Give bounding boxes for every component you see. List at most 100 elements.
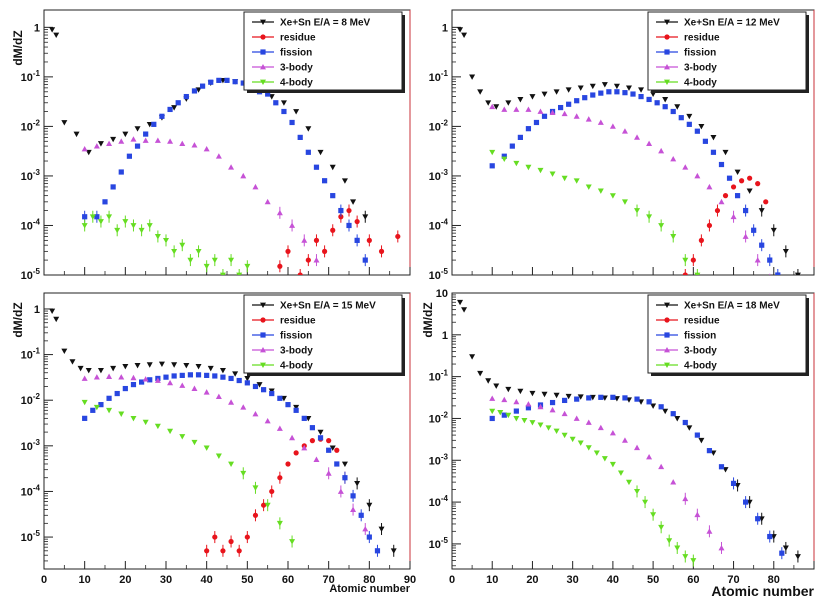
data-point: [118, 374, 125, 380]
data-point: [565, 393, 572, 400]
data-point: [350, 493, 356, 499]
data-point: [682, 257, 689, 264]
data-point: [589, 83, 596, 90]
data-point: [501, 396, 508, 403]
data-point: [342, 475, 348, 481]
data-point: [537, 108, 544, 114]
data-point: [276, 209, 283, 216]
legend-marker: [260, 332, 266, 338]
chart-panel-top-right: 1 10-1 10-2 10-3 10-4 10-5 Xe+Sn E/A = 12 MeV r…: [429, 9, 815, 282]
data-point: [309, 425, 315, 431]
data-point: [614, 89, 620, 95]
data-point: [646, 453, 653, 460]
data-point: [755, 181, 761, 187]
data-point: [81, 375, 88, 381]
data-point: [154, 137, 161, 143]
data-point: [179, 434, 186, 440]
data-point: [130, 374, 137, 381]
data-point: [650, 403, 657, 409]
data-point: [244, 263, 251, 270]
data-point: [130, 415, 137, 422]
data-point: [541, 91, 548, 98]
data-point: [395, 233, 401, 240]
data-point: [742, 233, 749, 239]
data-point: [301, 415, 307, 421]
data-point: [617, 470, 624, 476]
data-point: [309, 438, 315, 444]
data-point: [142, 376, 149, 382]
data-point: [670, 155, 677, 162]
legend-marker: [664, 79, 670, 85]
data-point: [341, 461, 348, 467]
data-point: [457, 27, 464, 33]
data-point: [734, 193, 741, 199]
data-point: [477, 370, 484, 377]
data-point: [461, 307, 468, 313]
data-point: [81, 145, 88, 152]
data-marks: [49, 27, 401, 275]
data-point: [690, 558, 697, 564]
legend-entry: 3-body: [684, 63, 717, 74]
data-point: [730, 184, 737, 190]
data-point: [489, 395, 496, 401]
data-point: [521, 417, 528, 424]
y-tick-label: 10-4: [21, 217, 41, 232]
data-point: [678, 115, 684, 121]
data-point: [638, 93, 644, 100]
data-point: [273, 100, 279, 106]
x-tick-label: 40: [201, 574, 213, 586]
data-point: [204, 372, 210, 378]
series-residue: [682, 175, 769, 275]
data-point: [537, 403, 544, 410]
data-point: [244, 534, 250, 540]
data-point: [154, 423, 161, 430]
y-tick-label: 10-3: [21, 438, 41, 453]
data-point: [313, 237, 320, 243]
data-point: [122, 219, 129, 225]
data-point: [782, 248, 789, 255]
data-point: [167, 106, 173, 113]
x-tick-label: 60: [687, 574, 699, 586]
data-point: [537, 167, 544, 174]
y-tick-label: 1: [442, 22, 448, 34]
data-point: [293, 407, 299, 413]
legend: Xe+Sn E/A = 15 MeV residue fission 3-body 4-…: [243, 294, 405, 376]
data-point: [244, 380, 250, 386]
data-point: [529, 94, 536, 100]
data-point: [501, 153, 507, 159]
data-point: [493, 383, 500, 389]
data-point: [118, 138, 125, 144]
data-point: [228, 399, 235, 405]
data-point: [674, 104, 681, 110]
legend-box: [243, 294, 403, 374]
series-fission: [82, 372, 381, 557]
data-point: [609, 123, 616, 129]
data-point: [694, 128, 700, 134]
data-point: [517, 134, 523, 140]
legend-marker: [260, 64, 266, 70]
data-point: [606, 89, 612, 95]
data-point: [334, 447, 340, 453]
data-point: [163, 374, 169, 380]
y-tick-label: 10-1: [21, 69, 41, 84]
data-point: [106, 214, 113, 220]
data-point: [216, 77, 222, 83]
data-point: [586, 395, 592, 401]
x-tick-label: 40: [607, 574, 619, 586]
legend-marker: [664, 332, 670, 338]
y-tick-label: 10-3: [429, 168, 449, 183]
data-point: [658, 147, 665, 154]
data-point: [203, 445, 210, 451]
data-point: [634, 396, 640, 402]
data-point: [694, 272, 701, 275]
data-point: [525, 401, 532, 407]
data-point: [754, 257, 761, 263]
x-axis-title: Atomic number: [711, 583, 814, 599]
data-point: [82, 214, 88, 220]
data-point: [674, 416, 681, 422]
data-point: [378, 526, 385, 533]
x-tick-label: 10: [486, 574, 498, 586]
data-point: [561, 175, 568, 182]
data-point: [609, 461, 616, 468]
data-point: [726, 175, 733, 181]
